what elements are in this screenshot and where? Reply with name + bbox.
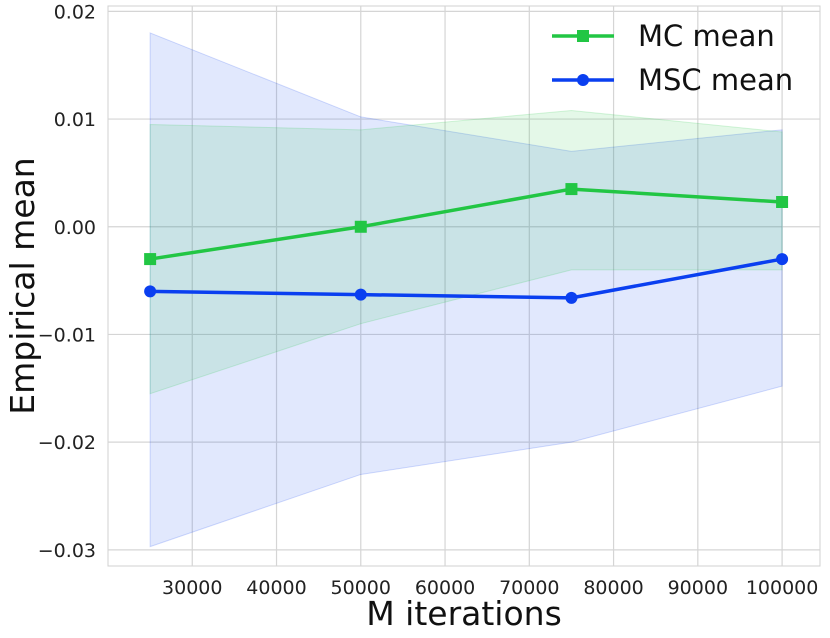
x-tick-label: 100000 <box>746 577 819 599</box>
y-tick-label: −0.02 <box>38 432 96 454</box>
legend-item-msc-mean: MSC mean <box>552 63 793 97</box>
point-mc-mean <box>565 183 578 196</box>
band-mc-mean <box>149 109 783 395</box>
point-mc-mean <box>144 253 157 266</box>
series-markers <box>144 183 789 304</box>
series-lines <box>149 187 783 300</box>
x-tick-label: 30000 <box>162 577 222 599</box>
point-msc-mean <box>565 291 578 304</box>
point-mc-mean <box>354 220 367 233</box>
x-tick-label: 60000 <box>415 577 475 599</box>
y-tick-label: 0.00 <box>54 217 96 239</box>
legend-label: MSC mean <box>638 63 793 97</box>
x-tick-label: 80000 <box>583 577 643 599</box>
legend: MC mean MSC mean <box>552 19 793 97</box>
x-tick-labels: 30000 40000 50000 60000 70000 80000 90000 10000… <box>162 577 818 599</box>
legend-marker <box>577 74 589 86</box>
y-axis-label: Empirical mean <box>3 157 42 414</box>
x-tick-label: 70000 <box>499 577 559 599</box>
legend-marker <box>577 30 589 42</box>
point-msc-mean <box>144 285 157 298</box>
y-tick-label: −0.01 <box>38 324 96 346</box>
point-msc-mean <box>354 288 367 301</box>
line-msc-mean <box>150 257 783 300</box>
line-mc-mean <box>149 187 783 261</box>
x-tick-label: 90000 <box>668 577 728 599</box>
band-msc-mean <box>149 32 783 548</box>
point-msc-mean <box>776 253 789 266</box>
plot-area <box>107 5 821 567</box>
y-tick-labels: −0.03 −0.02 −0.01 0.00 0.01 0.02 <box>38 1 96 561</box>
x-axis-label: M iterations <box>366 594 562 633</box>
y-tick-label: 0.01 <box>54 109 96 131</box>
confidence-bands <box>149 32 783 548</box>
y-tick-label: −0.03 <box>38 540 96 562</box>
legend-item-mc-mean: MC mean <box>552 19 775 53</box>
point-mc-mean <box>776 196 789 208</box>
legend-label: MC mean <box>638 19 775 53</box>
x-tick-label: 50000 <box>331 577 391 599</box>
y-tick-label: 0.02 <box>54 1 96 23</box>
x-tick-label: 40000 <box>246 577 306 599</box>
grid <box>108 6 820 566</box>
